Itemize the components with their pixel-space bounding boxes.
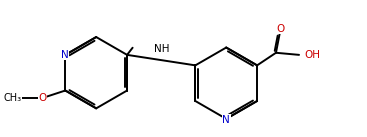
Text: N: N: [61, 50, 68, 60]
Text: O: O: [38, 93, 46, 103]
Text: CH₃: CH₃: [4, 93, 22, 103]
Text: NH: NH: [154, 44, 170, 54]
Text: O: O: [276, 24, 284, 34]
Text: OH: OH: [305, 50, 320, 60]
Text: N: N: [222, 115, 230, 125]
